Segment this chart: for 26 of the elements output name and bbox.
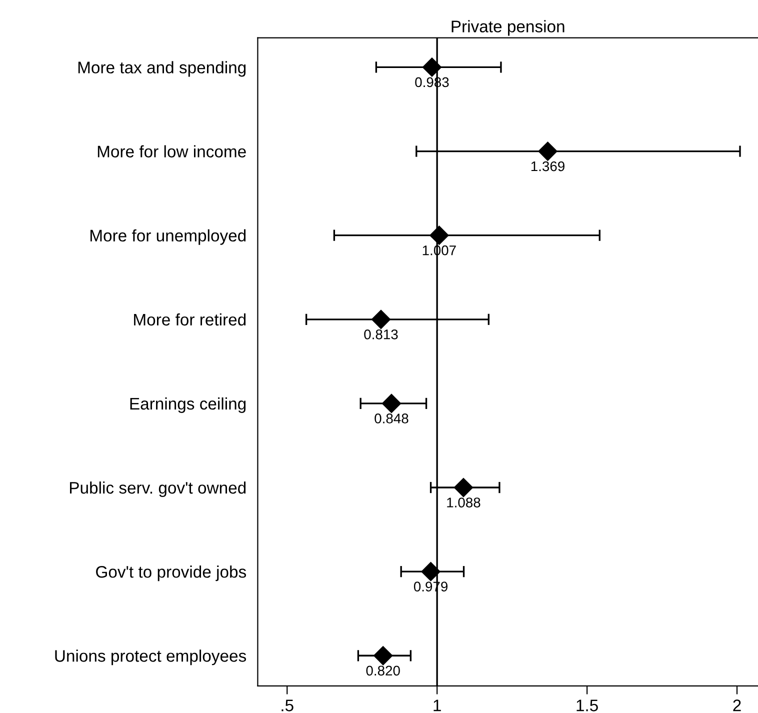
data-label: 1.369 [531, 161, 564, 172]
chart-title: Private pension [452, 20, 564, 36]
point [422, 58, 442, 77]
x-tick-label: .5 [282, 700, 294, 712]
y-tick-label: More for unemployed [90, 229, 246, 245]
y-tick-label: More for low income [98, 145, 246, 158]
point [454, 478, 474, 498]
point [421, 562, 440, 582]
y-tick-label: Unions protect employees [55, 650, 246, 666]
x-tick-label: 1.5 [576, 700, 598, 712]
y-tick-label: Earnings ceiling [130, 397, 246, 413]
point [382, 394, 402, 413]
point [371, 310, 391, 329]
y-tick-label: Gov't to provide jobs [96, 566, 246, 582]
x-tick-label: 1 [434, 700, 441, 712]
point [374, 646, 393, 666]
data-label: 1.088 [447, 498, 480, 508]
y-tick-label: Public serv. gov't owned [70, 481, 246, 498]
y-tick-label: More tax and spending [78, 61, 246, 77]
x-tick-label: 2 [733, 700, 741, 712]
data-label: 0.848 [374, 414, 408, 424]
data-label: 0.813 [364, 329, 398, 340]
y-tick-label: More for retired [134, 313, 246, 326]
point [430, 226, 449, 245]
point [538, 142, 558, 161]
data-label: 0.820 [366, 666, 400, 676]
